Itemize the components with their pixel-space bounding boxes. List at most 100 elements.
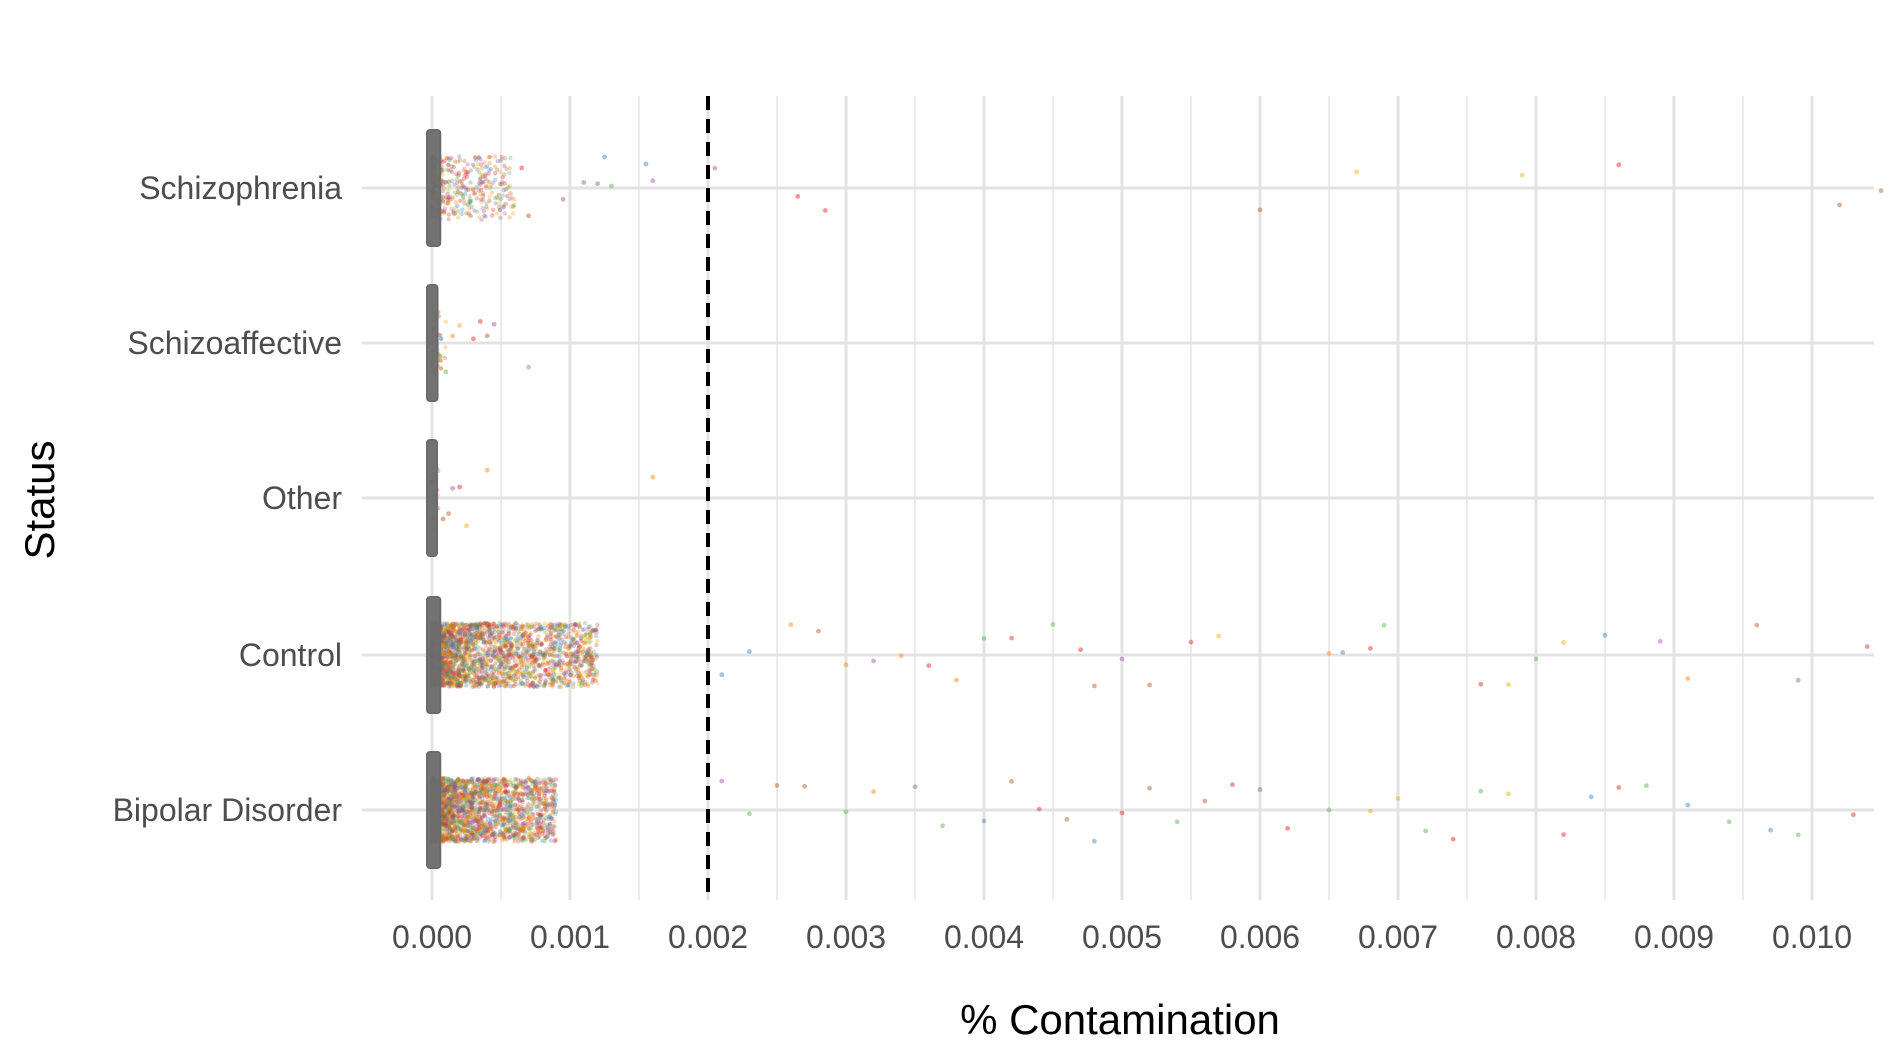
data-point <box>643 161 649 167</box>
data-point <box>516 646 521 651</box>
data-point <box>548 641 554 647</box>
data-point <box>871 658 876 664</box>
data-point <box>457 668 462 673</box>
data-point <box>556 629 562 634</box>
data-point <box>448 168 453 173</box>
data-point <box>471 191 477 197</box>
data-point <box>509 666 515 671</box>
data-point <box>551 654 556 659</box>
data-point <box>459 675 464 680</box>
data-point <box>555 624 560 629</box>
data-point <box>494 646 500 651</box>
data-point <box>472 675 477 680</box>
data-point <box>446 677 451 682</box>
data-point <box>454 638 459 644</box>
data-point <box>467 667 472 672</box>
data-point <box>449 658 454 663</box>
data-point <box>537 649 542 654</box>
data-point <box>450 624 455 629</box>
data-point <box>514 641 519 646</box>
data-point <box>477 656 482 662</box>
data-point <box>445 626 451 631</box>
data-point <box>462 673 467 678</box>
data-point <box>441 675 446 681</box>
data-point <box>480 665 485 670</box>
data-point <box>524 675 530 681</box>
data-point <box>440 172 445 177</box>
data-point <box>478 157 483 162</box>
data-point <box>520 791 526 797</box>
data-point <box>467 631 472 636</box>
data-point <box>553 662 558 667</box>
data-point <box>513 621 519 626</box>
data-point <box>518 672 524 677</box>
data-point <box>443 668 448 674</box>
data-point <box>457 323 462 328</box>
data-point <box>552 649 557 654</box>
data-point <box>438 354 443 359</box>
data-point <box>464 664 469 669</box>
data-point <box>444 644 449 650</box>
data-point <box>451 210 456 215</box>
data-point <box>495 680 500 685</box>
data-point <box>562 640 567 645</box>
data-point <box>470 162 476 167</box>
data-point <box>550 667 555 673</box>
data-point <box>1837 202 1842 208</box>
data-point <box>589 655 595 660</box>
data-point <box>582 633 587 638</box>
data-point <box>552 640 557 645</box>
data-point <box>455 215 461 220</box>
data-point <box>1602 632 1608 638</box>
data-point <box>534 651 539 657</box>
data-point <box>461 626 466 632</box>
data-point <box>458 191 463 196</box>
data-point <box>508 778 513 783</box>
data-point <box>557 684 562 689</box>
data-point <box>513 620 518 626</box>
data-point <box>816 628 821 634</box>
data-point <box>441 632 447 637</box>
data-point <box>449 651 454 656</box>
data-point <box>464 677 469 682</box>
data-point <box>533 668 538 673</box>
data-point <box>468 213 474 219</box>
data-point <box>467 193 472 199</box>
data-point <box>452 159 458 164</box>
data-point <box>1754 622 1760 628</box>
data-point <box>455 656 460 661</box>
data-point <box>455 675 461 680</box>
data-point <box>551 679 556 684</box>
data-point <box>489 682 494 687</box>
data-point <box>499 181 504 187</box>
data-point <box>579 670 585 675</box>
data-point <box>448 633 454 638</box>
data-point <box>509 641 514 646</box>
data-point <box>473 157 479 163</box>
data-point <box>575 629 581 634</box>
data-point <box>557 662 562 667</box>
data-point <box>480 636 486 641</box>
data-point <box>526 364 531 370</box>
data-point <box>583 680 588 685</box>
data-point <box>479 662 484 668</box>
data-point <box>561 650 566 655</box>
data-point <box>457 682 462 687</box>
data-point <box>582 620 588 626</box>
data-point <box>551 672 556 677</box>
data-point <box>463 169 469 174</box>
data-point <box>474 681 479 686</box>
data-point <box>795 194 801 199</box>
data-point <box>451 644 456 649</box>
data-point <box>473 637 478 642</box>
data-point <box>461 639 467 645</box>
data-point <box>460 195 466 200</box>
data-point <box>445 639 451 644</box>
data-point <box>561 676 567 681</box>
data-point <box>451 662 457 667</box>
data-point <box>455 647 460 652</box>
data-point <box>462 173 467 178</box>
data-point <box>461 185 467 190</box>
data-point <box>507 671 512 676</box>
data-point <box>532 684 537 689</box>
